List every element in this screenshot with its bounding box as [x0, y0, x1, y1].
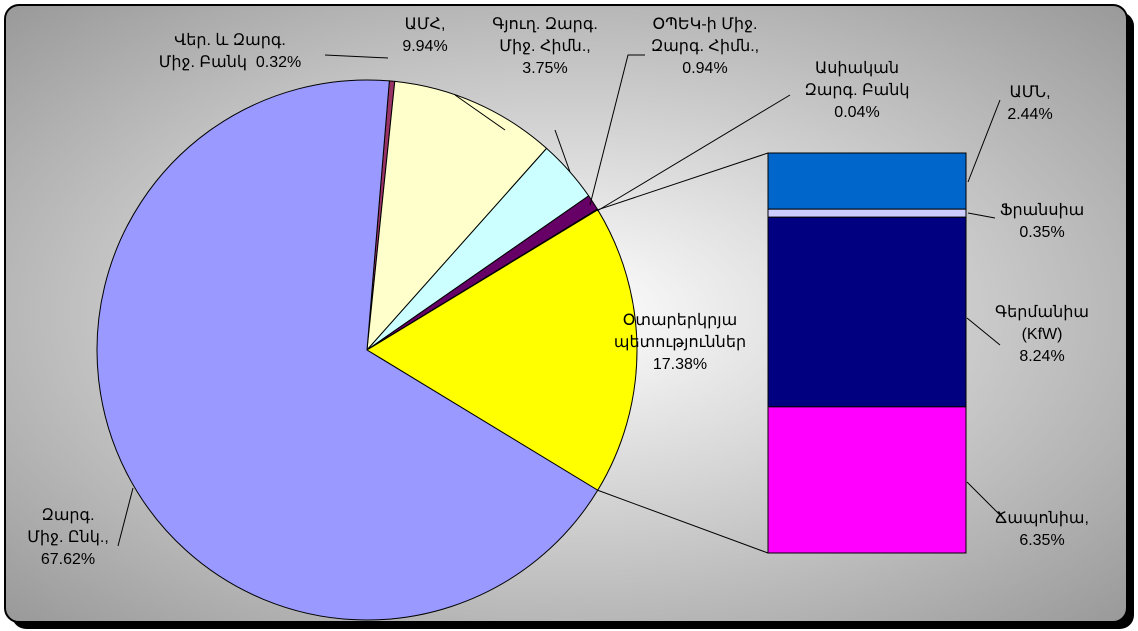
bar-segment	[767, 216, 967, 408]
value-label: 0.94%	[682, 60, 728, 77]
data-label: Գերմանիա (KfW) 8.24%	[995, 302, 1089, 368]
bar-segment	[767, 406, 967, 554]
leader-line	[589, 54, 645, 206]
value-label: 67.62%	[40, 551, 96, 568]
category-label: Ճապոնիա,	[995, 510, 1089, 527]
value-label: 0.04%	[834, 104, 880, 121]
value-label: 8.24%	[1019, 348, 1065, 365]
leader-line	[967, 212, 996, 219]
data-label: ԱՄՆ, 2.44%	[1007, 82, 1052, 126]
marks	[96, 79, 967, 621]
leader-line	[117, 487, 134, 547]
data-label: Գյուղ. Զարգ. Միջ. Հիմն., 3.75%	[492, 14, 598, 80]
leader-line	[596, 94, 791, 212]
value-label: 3.75%	[522, 60, 568, 77]
pie-slice	[96, 79, 599, 621]
pie-slice	[366, 80, 548, 352]
data-label: Վեր. և Զարգ. Միջ. Բանկ 0.32%	[159, 30, 302, 74]
value-label: 0.32%	[255, 54, 302, 71]
leader-lines	[117, 54, 1006, 547]
category-label: Ֆրանսիա	[999, 202, 1085, 219]
category-label: ԱՄՆ,	[1009, 84, 1051, 101]
category-label: Ասիական Զարգ. Բանկ	[804, 60, 910, 99]
leader-line	[967, 99, 1001, 183]
leader-line	[554, 129, 571, 173]
leader-line	[454, 94, 506, 131]
value-label: 6.35%	[1019, 532, 1065, 549]
category-label: Օտարերկրյա պետություններ	[613, 312, 747, 351]
leader-line	[966, 481, 1006, 521]
connector-line	[597, 152, 769, 211]
connector-line	[597, 489, 769, 554]
bar-segment	[767, 208, 967, 218]
category-label: Գերմանիա (KfW)	[995, 304, 1089, 343]
category-label: Գյուղ. Զարգ. Միջ. Հիմն.,	[492, 16, 598, 55]
category-label: ԱՄՀ,	[404, 16, 446, 33]
value-label: 17.38%	[652, 356, 708, 373]
data-label: Ասիական Զարգ. Բանկ 0.04%	[804, 58, 909, 124]
category-label: Զարգ. Միջ. Ընկ.,	[27, 507, 109, 546]
data-label: Զարգ. Միջ. Ընկ., 67.62%	[27, 505, 109, 571]
bar-segment	[767, 152, 967, 210]
data-label: Օտարերկրյա պետություններ 17.38%	[614, 310, 746, 376]
data-label: Ճապոնիա, 6.35%	[995, 508, 1089, 552]
value-label: 0.35%	[1019, 224, 1065, 241]
leader-line	[966, 317, 1001, 346]
value-label: 9.94%	[402, 38, 448, 55]
value-label: 2.44%	[1007, 106, 1053, 123]
data-label: Ֆրանսիա 0.35%	[1000, 200, 1084, 244]
category-label: ՕՊԵԿ-ի Միջ. Զարգ. Հիմն.,	[650, 16, 760, 55]
data-label: ԱՄՀ, 9.94%	[402, 14, 447, 58]
category-label: Վեր. և Զարգ. Միջ. Բանկ	[158, 32, 286, 71]
pie-slice	[366, 209, 638, 491]
leader-line	[324, 54, 389, 59]
data-label: ՕՊԵԿ-ի Միջ. Զարգ. Հիմն., 0.94%	[651, 14, 759, 80]
